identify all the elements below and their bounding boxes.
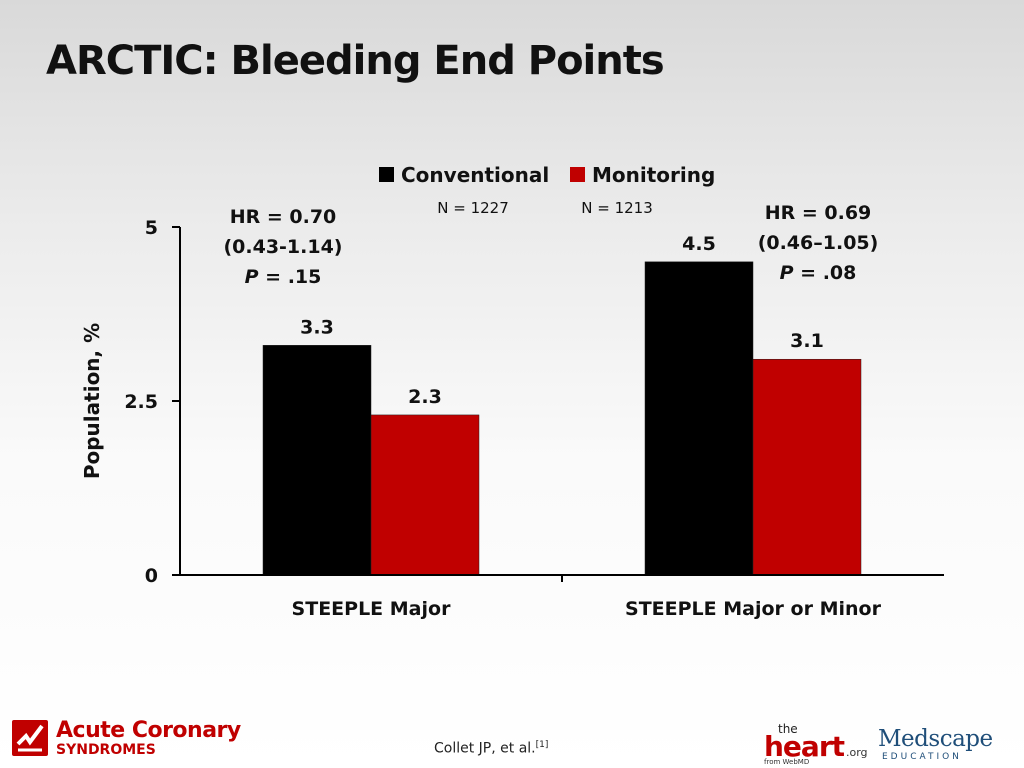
legend-label: Conventional <box>401 163 549 187</box>
hr-label: HR = 0.69 <box>765 202 872 224</box>
theheart-logo-org: .org <box>846 746 868 759</box>
y-axis-label: Population, % <box>80 323 104 479</box>
p-value-label: P = .15 <box>245 266 322 288</box>
theheart-logo-main: heart <box>764 730 845 763</box>
citation-text: Collet JP, et al. <box>434 740 536 757</box>
citation-ref: [1] <box>535 740 549 750</box>
citation: Collet JP, et al.[1] <box>434 740 548 757</box>
medscape-logo-sub: EDUCATION <box>882 752 962 762</box>
theheart-logo-the: the <box>778 722 798 736</box>
bar-monitoring-0 <box>370 414 480 576</box>
data-label: 4.5 <box>682 233 716 255</box>
bar-chart: Conventional N = 1227 Monitoring N = 1213 H… <box>80 163 944 620</box>
legend-label: Monitoring <box>592 163 715 187</box>
p-symbol: P <box>780 262 794 284</box>
acs-logo-line1: Acute Coronary <box>56 718 241 743</box>
ci-label: (0.43-1.14) <box>223 236 342 258</box>
legend-n-label: N = 1227 <box>437 199 509 217</box>
legend-n-label: N = 1213 <box>581 199 653 217</box>
y-tick-label: 2.5 <box>124 391 158 413</box>
p-value: = .08 <box>794 262 857 284</box>
p-value-label: P = .08 <box>780 262 857 284</box>
medscape-logo-main: Medscape <box>878 726 993 752</box>
data-label: 3.1 <box>790 330 824 352</box>
acute-coronary-syndromes-logo: Acute Coronary SYNDROMES <box>12 718 242 762</box>
chart-bars: 3.3 2.3 4.5 3.1 <box>262 233 862 576</box>
y-tick-label: 5 <box>145 217 158 239</box>
theheart-logo: the heart .org from WebMD <box>762 722 868 766</box>
data-label: 3.3 <box>300 316 334 338</box>
bar-conventional-0 <box>262 345 372 576</box>
legend-swatch-monitoring <box>570 167 585 182</box>
acs-logo-mark-icon <box>12 720 48 756</box>
x-category-label: STEEPLE Major or Minor <box>625 598 882 620</box>
bar-monitoring-1 <box>752 358 862 576</box>
data-label: 2.3 <box>408 386 442 408</box>
slide-title: ARCTIC: Bleeding End Points <box>46 38 665 84</box>
bar-conventional-1 <box>644 261 754 576</box>
hr-label: HR = 0.70 <box>230 206 337 228</box>
ci-label: (0.46–1.05) <box>758 232 879 254</box>
hr-annotations: HR = 0.70 (0.43-1.14) P = .15 HR = 0.69 (0.4… <box>223 202 878 288</box>
chart-axes: 0 2.5 5 Population, % STEEPLE Major STEEPLE M… <box>80 217 944 620</box>
theheart-logo-from: from WebMD <box>764 758 810 766</box>
medscape-education-logo: Medscape EDUCATION <box>878 726 1018 764</box>
y-tick-label: 0 <box>145 565 158 587</box>
chart-legend: Conventional N = 1227 Monitoring N = 1213 <box>379 163 715 217</box>
x-category-label: STEEPLE Major <box>292 598 452 620</box>
p-symbol: P <box>245 266 259 288</box>
acs-logo-line2: SYNDROMES <box>56 742 156 758</box>
legend-swatch-conventional <box>379 167 394 182</box>
p-value: = .15 <box>259 266 322 288</box>
